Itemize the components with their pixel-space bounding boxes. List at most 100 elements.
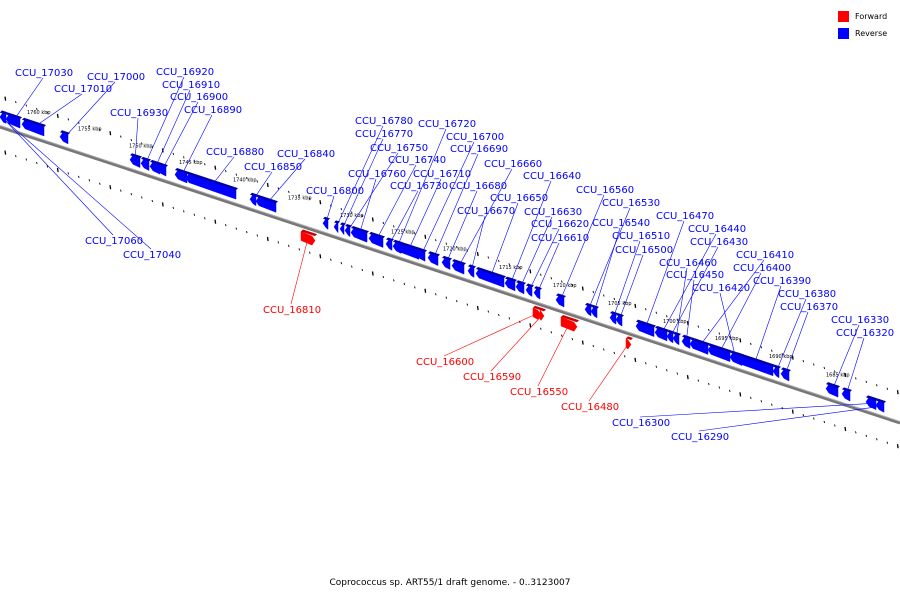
upper-tick-dot (4, 96, 7, 101)
gene-label-ccu_16670[interactable]: CCU_16670 (457, 206, 515, 217)
gene-label-ccu_16440[interactable]: CCU_16440 (688, 224, 746, 235)
gene-label-ccu_16690[interactable]: CCU_16690 (450, 144, 508, 155)
leader-line (784, 311, 809, 376)
gene-label-ccu_16320[interactable]: CCU_16320 (836, 328, 894, 339)
gene-label-ccu_16290[interactable]: CCU_16290 (671, 432, 729, 443)
upper-tick-dot (172, 152, 175, 156)
gene-label-ccu_16700[interactable]: CCU_16700 (446, 132, 504, 143)
lower-tick-dot (351, 265, 353, 268)
gene-label-ccu_16910[interactable]: CCU_16910 (162, 80, 220, 91)
upper-tick-dot (571, 283, 574, 287)
legend: Forward Reverse (838, 9, 887, 43)
gene-label-ccu_16810[interactable]: CCU_16810 (263, 305, 321, 316)
lower-tick-dot (88, 179, 91, 182)
gene-label-ccu_16930[interactable]: CCU_16930 (110, 108, 168, 119)
leader-line (519, 216, 553, 289)
leader-line (388, 190, 419, 246)
gene-label-ccu_16710[interactable]: CCU_16710 (413, 169, 471, 180)
map-caption: Coprococcus sp. ART55/1 draft genome. - … (329, 578, 571, 588)
upper-tick-dot (813, 363, 815, 366)
gene-label-ccu_16530[interactable]: CCU_16530 (602, 198, 660, 209)
gene-label-ccu_16430[interactable]: CCU_16430 (690, 237, 748, 248)
upper-tick-dot (204, 163, 206, 166)
gene-feature-ccu_16550[interactable] (560, 316, 578, 332)
gene-label-ccu_16620[interactable]: CCU_16620 (531, 219, 589, 230)
gene-label-ccu_16380[interactable]: CCU_16380 (778, 289, 836, 300)
gene-label-ccu_16480[interactable]: CCU_16480 (561, 402, 619, 413)
scale-label: 1685 kbp (826, 373, 850, 379)
lower-tick-dot (613, 351, 616, 355)
gene-label-ccu_17010[interactable]: CCU_17010 (54, 84, 112, 95)
lower-tick-dot (844, 426, 847, 432)
gene-label-ccu_16470[interactable]: CCU_16470 (656, 211, 714, 222)
gene-label-ccu_16300[interactable]: CCU_16300 (612, 418, 670, 429)
gene-label-ccu_17040[interactable]: CCU_17040 (123, 250, 181, 261)
gene-label-ccu_16880[interactable]: CCU_16880 (206, 147, 264, 158)
leader-line (432, 153, 479, 260)
gene-label-ccu_16840[interactable]: CCU_16840 (277, 149, 335, 160)
gene-label-ccu_16420[interactable]: CCU_16420 (692, 283, 750, 294)
gene-label-ccu_16650[interactable]: CCU_16650 (490, 193, 548, 204)
gene-feature-shade (616, 313, 624, 318)
gene-label-ccu_16780[interactable]: CCU_16780 (355, 116, 413, 127)
gene-label-ccu_16900[interactable]: CCU_16900 (170, 92, 228, 103)
gene-label-ccu_16720[interactable]: CCU_16720 (418, 119, 476, 130)
lower-tick-dot (771, 403, 773, 406)
gene-label-ccu_16800[interactable]: CCU_16800 (306, 186, 364, 197)
gene-feature-shade (842, 387, 852, 393)
lower-tick-dot (550, 331, 553, 334)
gene-label-ccu_17060[interactable]: CCU_17060 (85, 236, 143, 247)
upper-tick-dot (393, 225, 395, 228)
gene-label-ccu_17000[interactable]: CCU_17000 (87, 72, 145, 83)
gene-label-ccu_16390[interactable]: CCU_16390 (753, 276, 811, 287)
leader-line (618, 254, 644, 321)
gene-label-ccu_16760[interactable]: CCU_16760 (348, 169, 406, 180)
gene-label-ccu_16400[interactable]: CCU_16400 (733, 263, 791, 274)
gene-label-ccu_16680[interactable]: CCU_16680 (449, 181, 507, 192)
gene-label-ccu_16750[interactable]: CCU_16750 (370, 143, 428, 154)
gene-label-ccu_16660[interactable]: CCU_16660 (484, 159, 542, 170)
gene-label-ccu_16730[interactable]: CCU_16730 (390, 181, 448, 192)
lower-tick-dot (519, 320, 521, 323)
gene-label-ccu_16630[interactable]: CCU_16630 (524, 207, 582, 218)
gene-label-ccu_17030[interactable]: CCU_17030 (15, 68, 73, 79)
gene-label-ccu_16540[interactable]: CCU_16540 (592, 218, 650, 229)
leader-line (509, 180, 552, 285)
gene-label-ccu_16370[interactable]: CCU_16370 (780, 302, 838, 313)
leader-line (719, 292, 737, 360)
legend-reverse-label: Reverse (855, 28, 888, 38)
gene-label-ccu_16550[interactable]: CCU_16550 (510, 387, 568, 398)
gene-label-ccu_16330[interactable]: CCU_16330 (831, 315, 889, 326)
gene-feature-shade (773, 364, 781, 369)
gene-feature-shade (60, 130, 70, 135)
gene-label-ccu_16770[interactable]: CCU_16770 (355, 129, 413, 140)
gene-label-ccu_16410[interactable]: CCU_16410 (736, 250, 794, 261)
gene-label-ccu_16510[interactable]: CCU_16510 (612, 231, 670, 242)
gene-label-ccu_16640[interactable]: CCU_16640 (523, 171, 581, 182)
leader-line (443, 313, 538, 357)
gene-label-ccu_16590[interactable]: CCU_16590 (463, 372, 521, 383)
gene-label-ccu_16610[interactable]: CCU_16610 (531, 233, 589, 244)
gene-label-ccu_16890[interactable]: CCU_16890 (184, 105, 242, 116)
leader-line (831, 324, 860, 391)
gene-label-ccu_16560[interactable]: CCU_16560 (576, 185, 634, 196)
lower-tick-dot (750, 396, 752, 399)
gene-label-ccu_16740[interactable]: CCU_16740 (388, 155, 446, 166)
leader-line (341, 138, 384, 230)
gene-feature-shade (781, 367, 791, 372)
gene-label-ccu_16920[interactable]: CCU_16920 (156, 67, 214, 78)
leader-line (252, 171, 273, 201)
gene-feature-shade (876, 398, 886, 404)
leader-line (407, 178, 442, 252)
leader-line (718, 272, 762, 354)
leader-line (698, 259, 765, 348)
gene-label-ccu_16850[interactable]: CCU_16850 (244, 162, 302, 173)
gene-label-ccu_16460[interactable]: CCU_16460 (659, 258, 717, 269)
gene-label-ccu_16600[interactable]: CCU_16600 (416, 357, 474, 368)
gene-feature-shade (22, 117, 46, 127)
gene-label-ccu_16500[interactable]: CCU_16500 (615, 245, 673, 256)
gene-feature-shade (636, 319, 656, 328)
gene-label-ccu_16450[interactable]: CCU_16450 (666, 270, 724, 281)
upper-tick-dot (476, 251, 479, 257)
gene-feature-shade (468, 264, 476, 269)
